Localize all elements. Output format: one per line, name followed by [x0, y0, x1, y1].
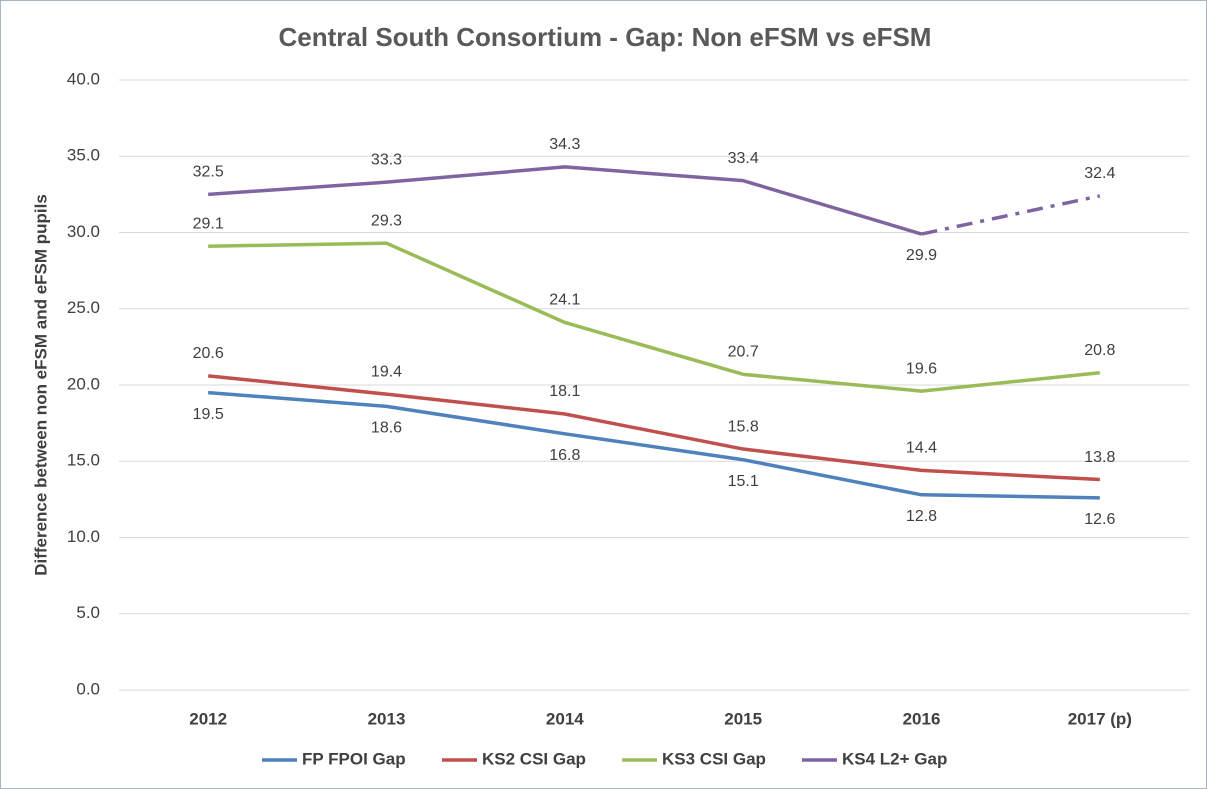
data-label: 32.4 — [1084, 165, 1115, 182]
data-label: 12.8 — [906, 508, 937, 525]
data-label: 18.6 — [371, 420, 402, 437]
y-tick-label: 15.0 — [67, 451, 100, 470]
series-line — [921, 194, 1101, 236]
data-label: 14.4 — [906, 440, 937, 457]
x-tick-label: 2013 — [368, 709, 406, 728]
data-label: 34.3 — [549, 136, 580, 153]
data-label: 15.8 — [728, 418, 759, 435]
y-tick-label: 5.0 — [76, 603, 100, 622]
data-label: 33.3 — [371, 151, 402, 168]
x-tick-label: 2016 — [903, 709, 941, 728]
data-label: 19.4 — [371, 363, 402, 380]
data-label: 13.8 — [1084, 449, 1115, 466]
data-label: 32.5 — [193, 164, 224, 181]
data-label: 33.4 — [728, 150, 759, 167]
legend-label: KS3 CSI Gap — [662, 749, 766, 768]
series-line — [208, 241, 1101, 393]
y-tick-label: 35.0 — [67, 146, 100, 165]
data-label: 24.1 — [549, 292, 580, 309]
data-label: 12.6 — [1084, 511, 1115, 528]
x-tick-label: 2012 — [189, 709, 227, 728]
legend-label: KS4 L2+ Gap — [842, 749, 947, 768]
y-tick-label: 25.0 — [67, 298, 100, 317]
data-label: 20.8 — [1084, 342, 1115, 359]
y-tick-label: 20.0 — [67, 374, 100, 393]
y-tick-label: 40.0 — [67, 69, 100, 88]
data-label: 19.6 — [906, 360, 937, 377]
y-axis-label: Difference between non eFSM and eFSM pup… — [31, 194, 50, 576]
data-label: 29.9 — [906, 247, 937, 264]
series-line — [208, 390, 1100, 500]
y-tick-label: 30.0 — [67, 222, 100, 241]
data-label: 18.1 — [549, 383, 580, 400]
legend-label: KS2 CSI Gap — [482, 749, 586, 768]
data-label: 20.7 — [728, 344, 759, 361]
x-tick-label: 2017 (p) — [1068, 709, 1132, 728]
series-line — [208, 165, 923, 236]
data-label: 19.5 — [193, 406, 224, 423]
data-label: 16.8 — [549, 447, 580, 464]
x-tick-label: 2014 — [546, 709, 584, 728]
chart-title: Central South Consortium - Gap: Non eFSM… — [279, 22, 932, 52]
data-label: 29.3 — [371, 212, 402, 229]
data-label: 20.6 — [193, 345, 224, 362]
data-label: 15.1 — [728, 473, 759, 490]
y-tick-label: 10.0 — [67, 527, 100, 546]
data-label: 29.1 — [193, 215, 224, 232]
y-tick-label: 0.0 — [76, 679, 100, 698]
legend-label: FP FPOI Gap — [302, 749, 406, 768]
series-line — [207, 374, 1100, 482]
x-tick-label: 2015 — [724, 709, 762, 728]
